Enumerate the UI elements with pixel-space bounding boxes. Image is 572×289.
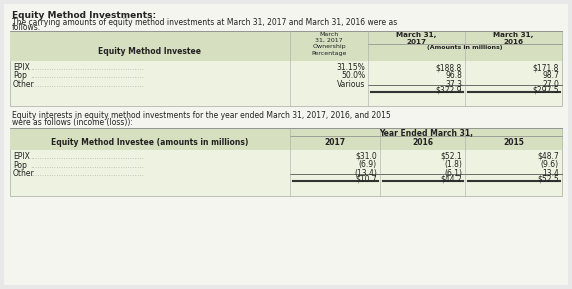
Text: 98.7: 98.7 xyxy=(542,71,559,81)
Text: EPIX: EPIX xyxy=(13,63,30,72)
Text: ................................................: ........................................… xyxy=(30,160,144,170)
Text: follows:: follows: xyxy=(12,23,41,32)
Text: 27.0: 27.0 xyxy=(542,80,559,89)
Text: $188.8: $188.8 xyxy=(436,63,462,72)
FancyBboxPatch shape xyxy=(4,4,568,285)
Text: Year Ended March 31,: Year Ended March 31, xyxy=(379,129,473,138)
Text: 2015: 2015 xyxy=(503,138,524,147)
Text: (6.1): (6.1) xyxy=(444,169,462,178)
Text: EPIX: EPIX xyxy=(13,152,30,161)
FancyBboxPatch shape xyxy=(10,31,562,106)
Text: (1.8): (1.8) xyxy=(444,160,462,170)
Text: 96.8: 96.8 xyxy=(445,71,462,81)
Text: 13.4: 13.4 xyxy=(542,169,559,178)
Text: 31.15%: 31.15% xyxy=(336,63,365,72)
Text: $52.1: $52.1 xyxy=(440,152,462,161)
Text: March 31,
2016: March 31, 2016 xyxy=(493,32,534,45)
Text: were as follows (income (loss)):: were as follows (income (loss)): xyxy=(12,118,133,127)
Text: (9.6): (9.6) xyxy=(541,160,559,170)
Text: 37.3: 37.3 xyxy=(445,80,462,89)
Text: ................................................: ........................................… xyxy=(30,80,144,89)
Text: The carrying amounts of equity method investments at March 31, 2017 and March 31: The carrying amounts of equity method in… xyxy=(12,18,397,27)
Text: Pop: Pop xyxy=(13,160,27,170)
Text: (13.4): (13.4) xyxy=(354,169,377,178)
Text: $322.9: $322.9 xyxy=(435,86,462,95)
Text: Equity Method Investments:: Equity Method Investments: xyxy=(12,11,156,20)
Text: Equity Method Investee (amounts in millions): Equity Method Investee (amounts in milli… xyxy=(51,138,249,147)
Text: March
31, 2017
Ownership
Percentage: March 31, 2017 Ownership Percentage xyxy=(311,32,347,55)
Text: 50.0%: 50.0% xyxy=(341,71,365,81)
FancyBboxPatch shape xyxy=(10,31,562,61)
Text: (6.9): (6.9) xyxy=(359,160,377,170)
Text: Equity Method Investee: Equity Method Investee xyxy=(98,47,201,56)
FancyBboxPatch shape xyxy=(10,128,562,196)
Text: ................................................: ........................................… xyxy=(30,63,144,72)
Text: Equity interests in equity method investments for the year ended March 31, 2017,: Equity interests in equity method invest… xyxy=(12,111,391,120)
FancyBboxPatch shape xyxy=(10,128,562,150)
Text: ................................................: ........................................… xyxy=(30,71,144,81)
Text: $52.5: $52.5 xyxy=(537,175,559,184)
Text: ................................................: ........................................… xyxy=(30,152,144,161)
Text: $171.8: $171.8 xyxy=(533,63,559,72)
Text: (Amounts in millions): (Amounts in millions) xyxy=(427,45,503,50)
Text: Other: Other xyxy=(13,169,35,178)
Text: 2017: 2017 xyxy=(324,138,345,147)
Text: $44.2: $44.2 xyxy=(440,175,462,184)
Text: 2016: 2016 xyxy=(412,138,433,147)
Text: $48.7: $48.7 xyxy=(537,152,559,161)
Text: ................................................: ........................................… xyxy=(30,169,144,178)
Text: March 31,
2017: March 31, 2017 xyxy=(396,32,436,45)
Text: Pop: Pop xyxy=(13,71,27,81)
Text: Various: Various xyxy=(337,80,365,89)
Text: $297.5: $297.5 xyxy=(533,86,559,95)
Text: $31.0: $31.0 xyxy=(355,152,377,161)
Text: Other: Other xyxy=(13,80,35,89)
Text: $10.7: $10.7 xyxy=(355,175,377,184)
